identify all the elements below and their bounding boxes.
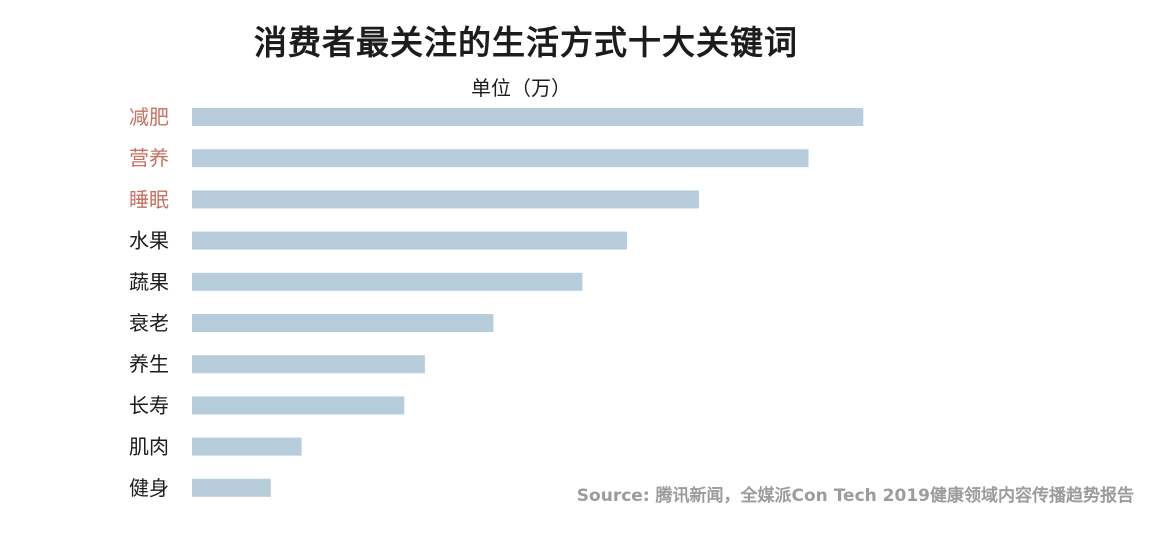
unit-label: 单位（万）: [471, 76, 571, 100]
source-note: Source: 腾讯新闻，全媒派Con Tech 2019健康领域内容传播趋势报…: [576, 486, 1134, 506]
bars-group: [192, 108, 864, 497]
category-label-7: 养生: [129, 352, 169, 376]
category-label-3: 睡眠: [129, 187, 169, 211]
bar-5: [192, 272, 583, 291]
bar-7: [192, 355, 425, 374]
category-label-1: 减肥: [129, 105, 169, 129]
bar-1: [192, 108, 864, 126]
bar-8: [192, 396, 405, 415]
category-label-2: 营养: [129, 146, 169, 170]
bar-9: [192, 437, 302, 456]
category-label-8: 长寿: [129, 393, 169, 417]
category-label-4: 水果: [129, 229, 169, 253]
bar-2: [192, 149, 809, 168]
bar-6: [192, 314, 494, 332]
bar-3: [192, 190, 699, 209]
category-label-9: 肌肉: [129, 435, 169, 459]
category-label-6: 衰老: [129, 311, 169, 335]
bar-10: [192, 478, 271, 497]
category-label-10: 健身: [129, 476, 169, 500]
category-label-5: 蔬果: [129, 270, 169, 294]
bar-4: [192, 231, 627, 250]
chart-title: 消费者最关注的生活方式十大关键词: [254, 23, 798, 62]
